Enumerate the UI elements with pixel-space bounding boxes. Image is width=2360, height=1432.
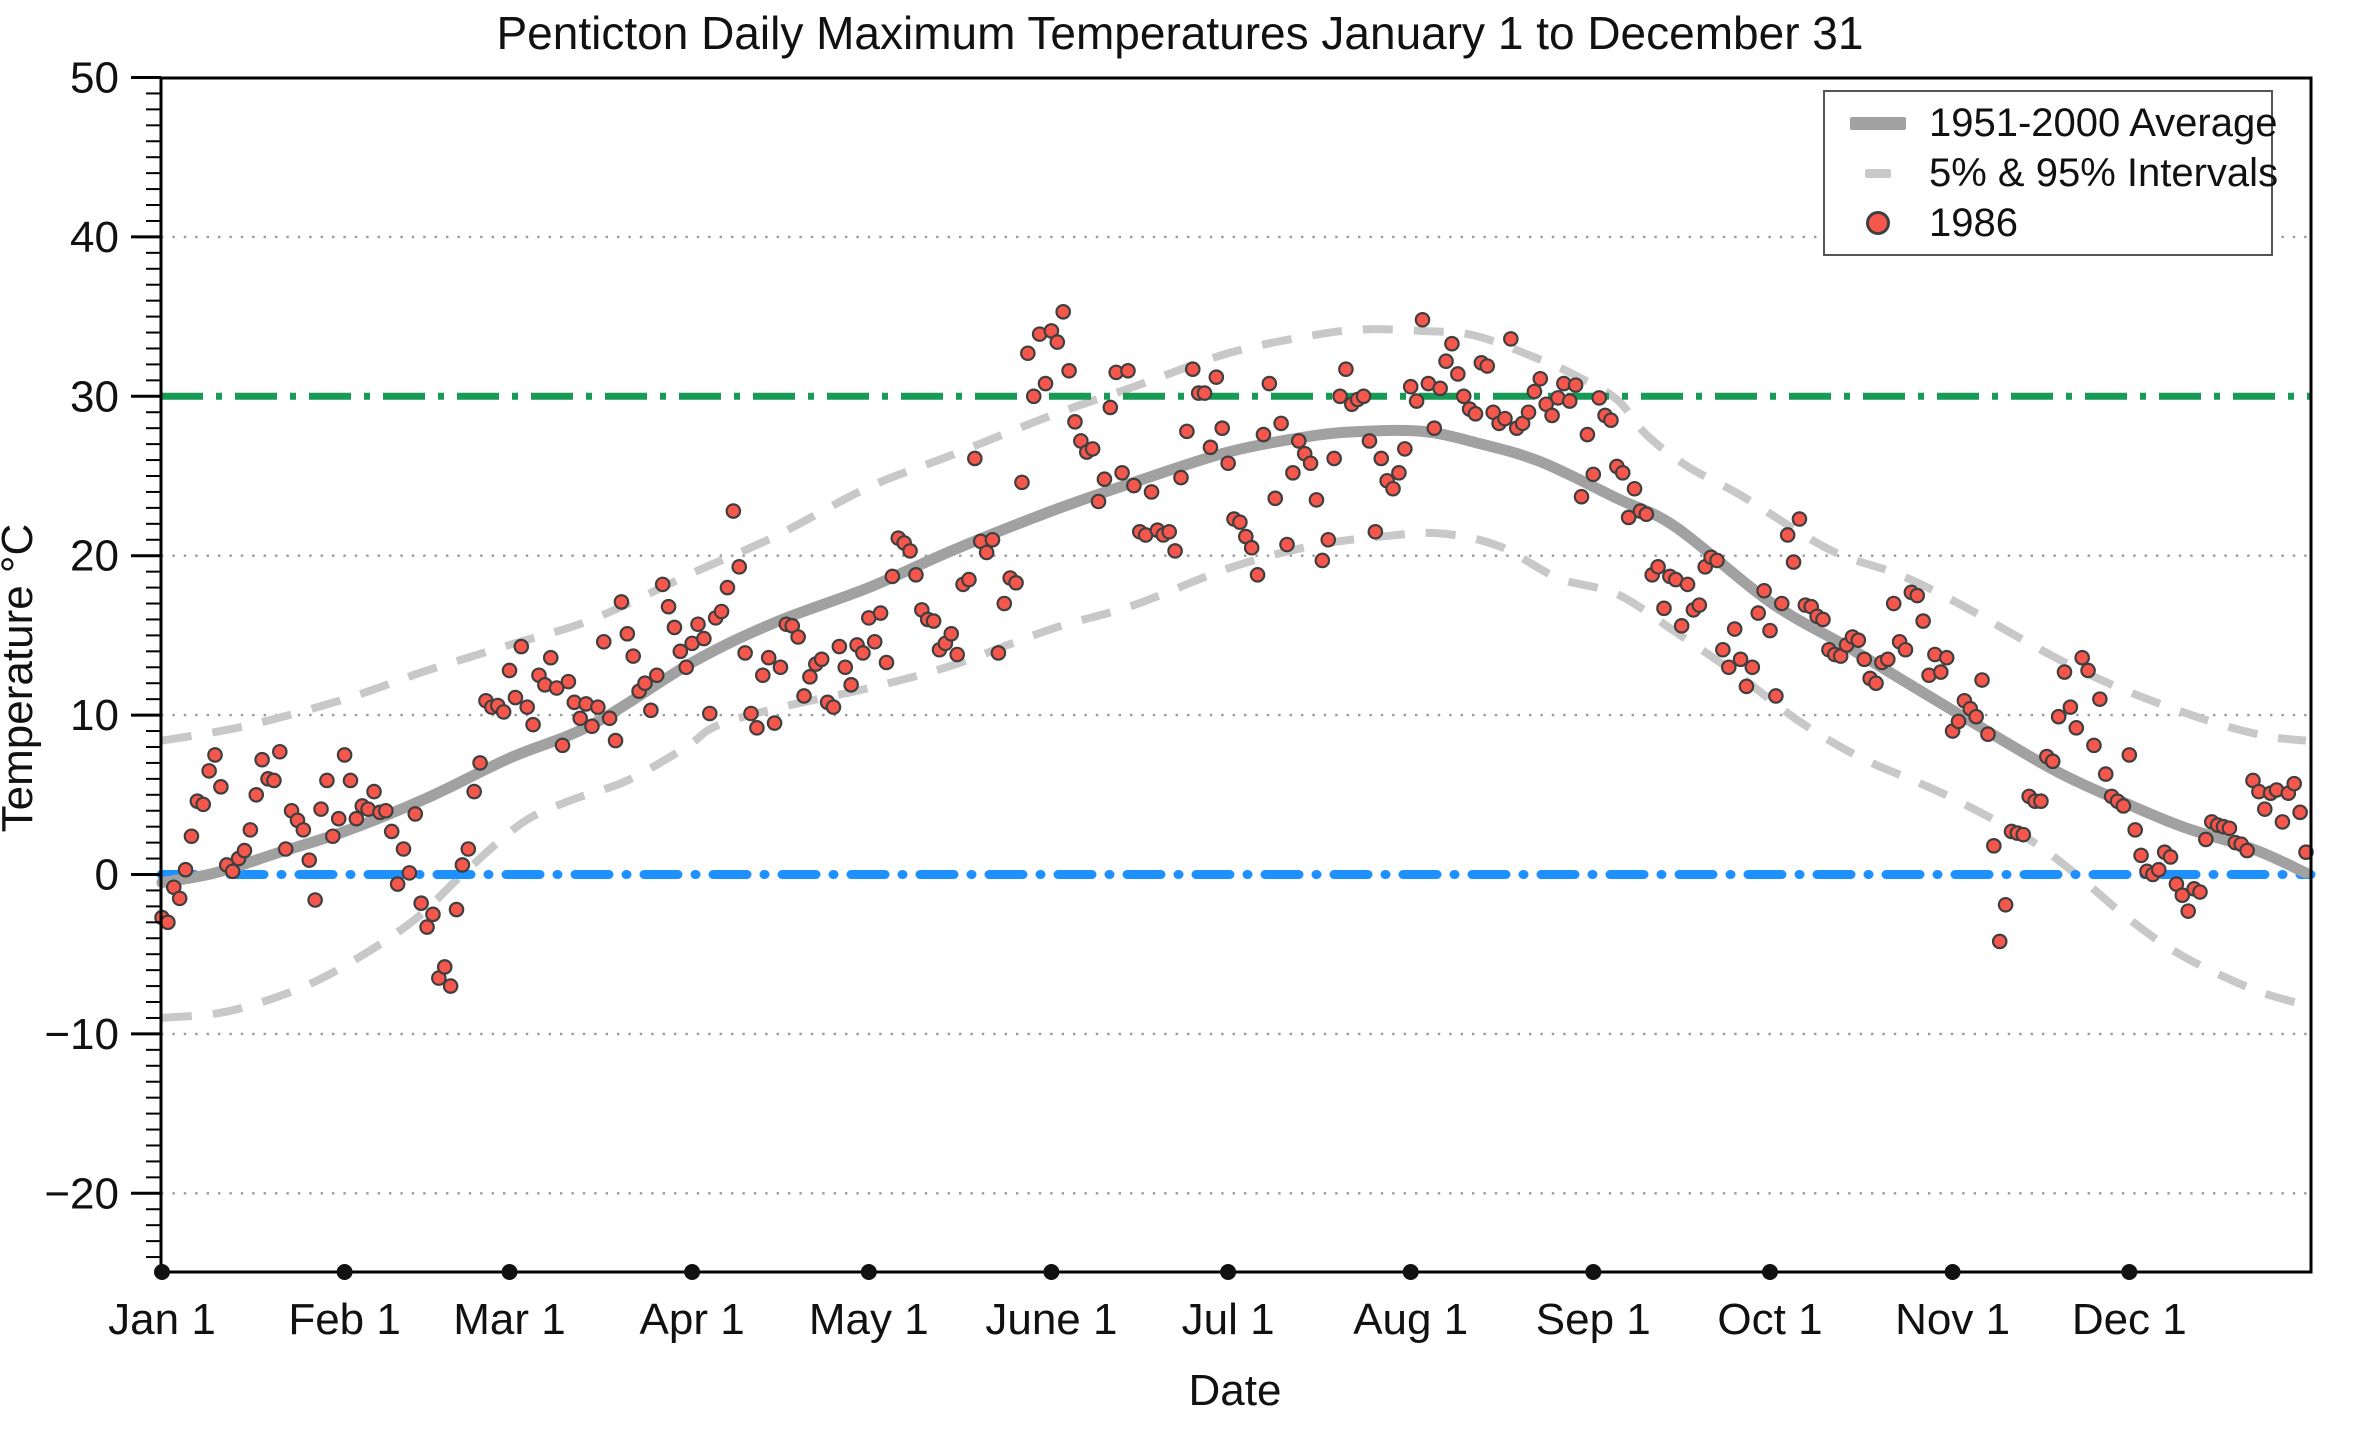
svg-text:10: 10 — [70, 691, 119, 740]
gray-dash-icon — [1839, 168, 1917, 178]
svg-text:Jul 1: Jul 1 — [1182, 1295, 1275, 1344]
svg-text:50: 50 — [70, 54, 119, 103]
svg-text:−10: −10 — [44, 1010, 119, 1059]
svg-text:Sep 1: Sep 1 — [1536, 1295, 1651, 1344]
legend-item-intervals: 5% & 95% Intervals — [1825, 148, 2278, 198]
svg-text:Nov 1: Nov 1 — [1895, 1295, 2010, 1344]
svg-text:June 1: June 1 — [985, 1295, 1117, 1344]
svg-text:40: 40 — [70, 213, 119, 262]
red-dot-icon — [1839, 211, 1917, 235]
svg-text:0: 0 — [95, 851, 119, 900]
svg-text:−20: −20 — [44, 1169, 119, 1218]
legend-item-1986: 1986 — [1825, 198, 2271, 248]
legend-label: 5% & 95% Intervals — [1929, 150, 2279, 195]
legend-item-average: 1951-2000 Average — [1825, 98, 2277, 148]
svg-text:30: 30 — [70, 372, 119, 421]
x-axis-title: Date — [1188, 1366, 1282, 1415]
y-axis-title: Temperature °C — [0, 523, 42, 833]
legend: 1951-2000 Average 5% & 95% Intervals 198… — [1823, 90, 2278, 256]
svg-text:Apr 1: Apr 1 — [640, 1295, 745, 1344]
thick-gray-line-icon — [1839, 116, 1917, 130]
legend-label: 1986 — [1929, 200, 2018, 245]
legend-label: 1951-2000 Average — [1929, 100, 2278, 145]
chart-title: Penticton Daily Maximum Temperatures Jan… — [496, 7, 1864, 59]
svg-text:May 1: May 1 — [809, 1295, 929, 1344]
svg-text:20: 20 — [70, 532, 119, 581]
svg-text:Feb 1: Feb 1 — [288, 1295, 401, 1344]
svg-text:Jan 1: Jan 1 — [108, 1295, 216, 1344]
svg-text:Oct 1: Oct 1 — [1717, 1295, 1822, 1344]
svg-text:Aug 1: Aug 1 — [1353, 1295, 1468, 1344]
svg-text:Mar 1: Mar 1 — [453, 1295, 565, 1344]
svg-text:Dec 1: Dec 1 — [2072, 1295, 2187, 1344]
